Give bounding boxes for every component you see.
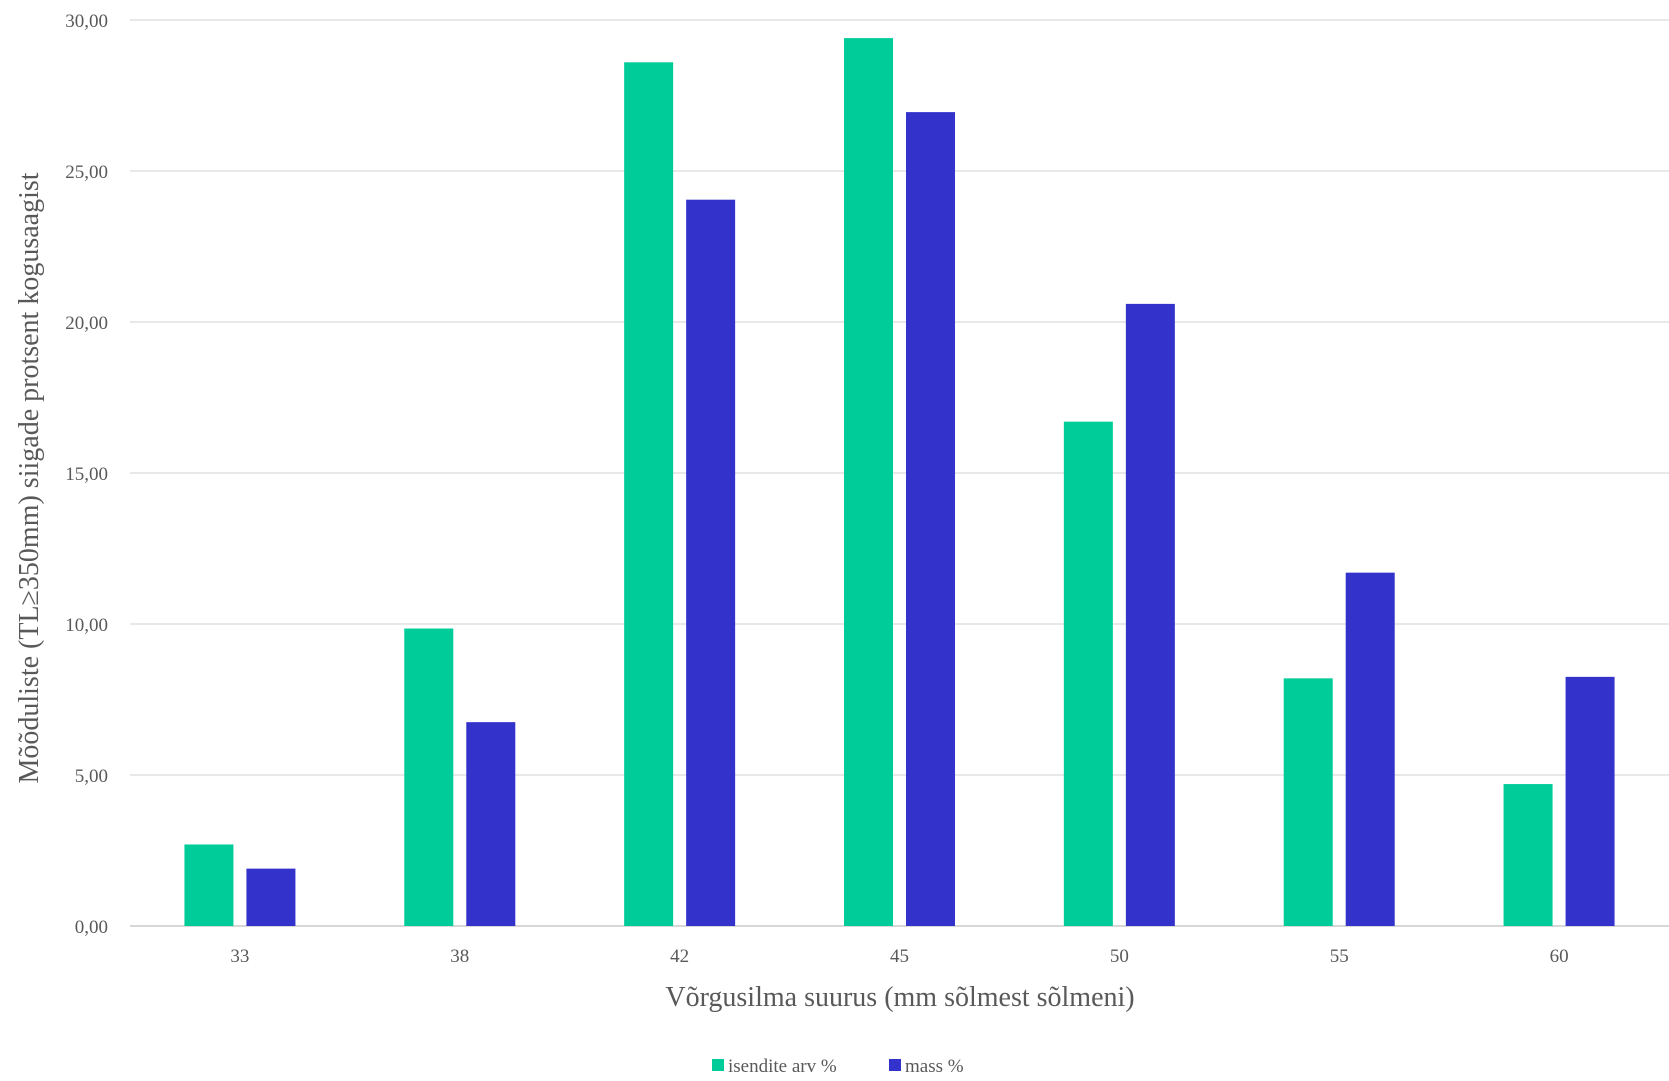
bar-mass-50 [1126, 304, 1175, 926]
y-tick-label: 0,00 [75, 917, 108, 938]
y-tick-label: 25,00 [65, 162, 108, 183]
bar-isendite-arv-33 [184, 844, 233, 926]
x-tick-label: 38 [450, 946, 469, 967]
x-tick-label: 33 [230, 946, 249, 967]
legend-swatch [712, 1059, 724, 1071]
x-tick-label: 42 [670, 946, 689, 967]
x-axis-ticks: 33 38 42 45 50 55 60 [230, 946, 1568, 967]
bar-mass-42 [686, 200, 735, 926]
bar-isendite-arv-50 [1064, 422, 1113, 926]
bar-isendite-arv-42 [624, 62, 673, 926]
y-tick-label: 30,00 [65, 11, 108, 32]
bar-mass-45 [906, 112, 955, 926]
y-axis-title: Mõõduliste (TL≥350mm) siigade protsent k… [14, 172, 45, 783]
y-axis-ticks: 0,00 5,00 10,00 15,00 20,00 25,00 30,00 [65, 11, 108, 938]
y-tick-label: 5,00 [75, 766, 108, 787]
x-tick-label: 60 [1550, 946, 1569, 967]
bar-isendite-arv-60 [1504, 784, 1553, 926]
bar-mass-33 [246, 869, 295, 926]
x-axis-title: Võrgusilma suurus (mm sõlmest sõlmeni) [665, 982, 1134, 1013]
bar-isendite-arv-55 [1284, 678, 1333, 926]
x-tick-label: 50 [1110, 946, 1129, 967]
y-tick-label: 20,00 [65, 313, 108, 334]
bar-isendite-arv-45 [844, 38, 893, 926]
x-tick-label: 55 [1330, 946, 1349, 967]
y-tick-label: 10,00 [65, 615, 108, 636]
legend-label: isendite arv % [728, 1056, 837, 1077]
legend-swatch [889, 1059, 901, 1071]
bar-isendite-arv-38 [404, 629, 453, 926]
bar-mass-55 [1346, 573, 1395, 926]
legend-label: mass % [905, 1056, 964, 1077]
bar-mass-38 [466, 722, 515, 926]
gridlines [130, 20, 1669, 926]
bar-mass-60 [1566, 677, 1615, 926]
y-tick-label: 15,00 [65, 464, 108, 485]
x-tick-label: 45 [890, 946, 909, 967]
legend: isendite arv % mass % [712, 1056, 964, 1077]
